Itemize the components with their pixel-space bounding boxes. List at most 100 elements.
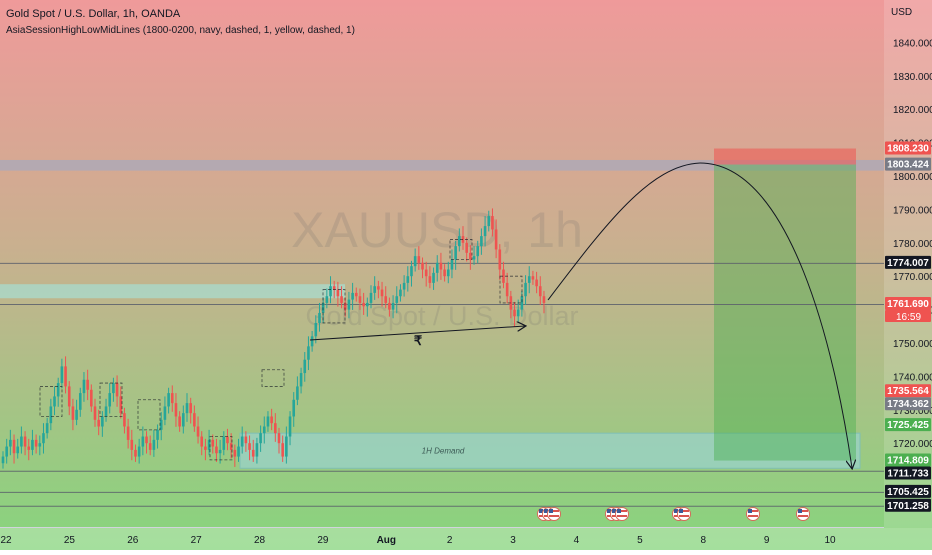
candle-body (204, 446, 207, 450)
candle-body (222, 436, 226, 450)
candle-body (402, 282, 406, 290)
price-label-text: 1808.230 (887, 144, 929, 155)
candle-body (34, 439, 38, 447)
price-label-text: 1734.362 (887, 399, 929, 410)
price-label-box (885, 157, 931, 171)
candle-body (152, 439, 156, 450)
x-tick-label: 9 (764, 535, 770, 546)
candle-body (170, 393, 174, 404)
candle-body (458, 236, 461, 247)
flag-canton (679, 509, 683, 513)
candle-body (516, 309, 520, 317)
x-tick-label: 25 (64, 535, 76, 546)
price-labels: 1808.230 1803.424 1774.007 1761.690 1735.564… (885, 141, 931, 512)
price-label-box (885, 384, 931, 398)
candle-body (64, 366, 67, 387)
candle-body (156, 429, 159, 440)
candle-body (373, 286, 376, 293)
candle-body (388, 302, 391, 310)
x-tick-label: 29 (317, 535, 329, 546)
candle-body (27, 446, 31, 450)
asia-session-box (261, 369, 285, 387)
flag-canton (549, 509, 553, 513)
candle-body (354, 292, 358, 297)
flag-stripe (679, 510, 689, 512)
candle-body (71, 406, 75, 420)
candle-body (1, 456, 5, 464)
candle-body (45, 423, 49, 434)
price-label-text: 1761.690 (887, 299, 929, 310)
asia-session-box (39, 386, 63, 417)
indicator-legend[interactable]: AsiaSessionHighLowMidLines (1800-0200, n… (6, 25, 355, 36)
candle-body (395, 296, 399, 303)
candle-body (93, 406, 97, 420)
y-tick-label: 1840.000 (893, 38, 932, 49)
watermark-symbol: XAUUSD, 1h (291, 202, 583, 258)
candle-body (380, 289, 384, 297)
countdown-box (885, 309, 931, 322)
flag-stripe (748, 515, 758, 517)
candle-body (5, 446, 8, 457)
candle-body (274, 423, 277, 434)
candle-body (115, 383, 119, 397)
flag-canton (539, 509, 543, 513)
asia-session-box (499, 275, 523, 304)
x-tick-label: 2 (447, 535, 453, 546)
price-label-box (885, 453, 931, 467)
candle-body (435, 262, 439, 273)
candle-body (439, 262, 443, 270)
candle-body (163, 406, 167, 420)
candle-body (410, 266, 413, 277)
candle-body (281, 443, 284, 457)
price-label-box (885, 255, 931, 269)
candle-body (377, 286, 380, 290)
watermark-name: Gold Spot / U.S. Dollar (305, 301, 578, 331)
candle-body (472, 256, 476, 260)
candle-body (502, 269, 505, 283)
candle-body (75, 409, 78, 420)
candle-body (82, 379, 86, 394)
candle-body (218, 449, 222, 454)
candle-body (141, 436, 145, 447)
candle-body (60, 366, 64, 384)
candle-body (266, 416, 270, 427)
price-label-text: 1735.564 (887, 386, 929, 397)
currency-label: USD (891, 7, 912, 18)
candle-body (314, 322, 318, 337)
candle-body (196, 426, 200, 437)
candle-body (509, 296, 513, 310)
candle-body (167, 393, 170, 407)
candle-body (226, 436, 229, 444)
candle-body (340, 296, 343, 303)
projection-arc-up[interactable] (547, 162, 701, 301)
candle-body (454, 246, 457, 260)
countdown-text: 16:59 (896, 312, 921, 323)
candle-body (104, 406, 108, 417)
candle-body (123, 413, 126, 427)
candle-body (332, 286, 336, 290)
zones-layer: 1H Demand (0, 148, 884, 469)
candle-body (538, 286, 542, 297)
candle-body (182, 413, 185, 427)
candle-body (325, 296, 329, 303)
price-label-box (885, 498, 931, 512)
candle-body (23, 436, 27, 447)
candle-body (505, 282, 509, 297)
candle-body (531, 276, 535, 280)
flag-canton (748, 509, 752, 513)
y-tick-label: 1770.000 (893, 272, 932, 283)
projection-arc-down[interactable] (699, 162, 852, 468)
y-tick-label: 1740.000 (893, 372, 932, 383)
candle-body (200, 436, 204, 447)
x-tick-label: 5 (637, 535, 643, 546)
candle-body (237, 446, 240, 457)
price-label-text: 1803.424 (887, 160, 929, 171)
candle-body (351, 292, 354, 300)
candle-body (498, 249, 502, 270)
chart-title: Gold Spot / U.S. Dollar, 1h, OANDA (6, 8, 181, 20)
demand-zone (239, 432, 861, 469)
trendline-support[interactable] (309, 326, 525, 341)
y-tick-label: 1720.000 (893, 439, 932, 450)
price-label-text: 1774.007 (887, 258, 929, 269)
